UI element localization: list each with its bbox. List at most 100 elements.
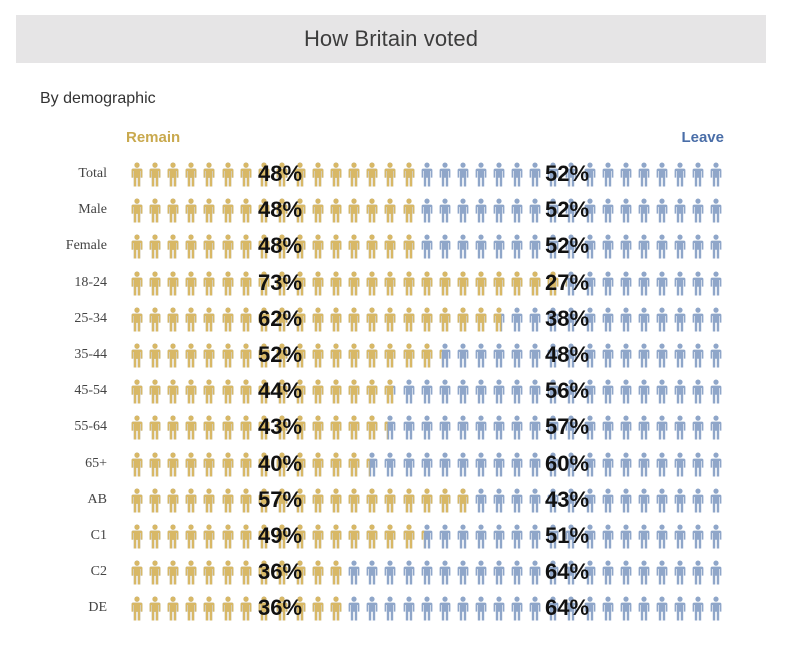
person-icon-leave (529, 452, 541, 477)
person-icon-leave (439, 343, 451, 368)
person-icon-remain (276, 343, 288, 368)
person-icon-remain (348, 379, 360, 404)
person-icon-leave (710, 198, 722, 223)
person-icon-leave (674, 271, 686, 296)
person-icon-leave (565, 379, 577, 404)
person-icon-remain (149, 271, 161, 296)
person-icon-remain (312, 234, 324, 259)
leave-value-label: 64% (545, 595, 590, 621)
person-icon-leave (439, 560, 451, 585)
person-icon-remain (167, 488, 179, 513)
person-icon-leave (638, 162, 650, 187)
person-icon-remain (348, 198, 360, 223)
person-icon-leave (656, 560, 668, 585)
person-icon-remain (203, 596, 215, 621)
person-icon-leave (656, 524, 668, 549)
person-icon-remain (131, 162, 143, 187)
person-icon-leave (421, 415, 432, 440)
leave-value-label: 52% (545, 161, 590, 186)
person-icon-remain (276, 271, 288, 296)
person-icon-remain (330, 234, 342, 259)
person-icon-leave (475, 415, 487, 440)
person-icon-remain (203, 379, 215, 404)
person-icon-remain (149, 488, 161, 513)
person-icon-leave (493, 415, 505, 440)
person-icon-remain (330, 343, 342, 368)
person-icon-remain (240, 488, 251, 513)
person-icon-leave (710, 307, 722, 332)
person-icon-leave (421, 162, 432, 187)
person-icon-leave (384, 415, 396, 440)
person-icon-remain (222, 415, 233, 440)
person-icon-leave (674, 596, 686, 621)
remain-value-label: 36% (258, 559, 303, 585)
person-icon-remain (167, 524, 179, 549)
person-icon-remain (384, 488, 396, 513)
person-icon-remain (131, 343, 143, 368)
person-icon-leave (638, 271, 650, 296)
person-icon-leave (584, 162, 595, 187)
person-icon-leave (620, 452, 632, 477)
person-icon-leave (638, 415, 650, 440)
person-icon-leave (529, 307, 541, 332)
person-icon-leave (620, 343, 632, 368)
person-icon-remain (384, 524, 396, 549)
person-icon-remain (276, 162, 288, 187)
category-label: 55-64 (74, 419, 107, 435)
person-icon-remain (185, 198, 197, 223)
person-icon-remain (240, 560, 251, 585)
person-icon-leave (620, 198, 632, 223)
person-icon-leave (457, 343, 469, 368)
category-label: C2 (90, 564, 107, 580)
icon-strip (131, 379, 731, 405)
person-icon-leave (403, 379, 414, 404)
person-icon-leave (674, 452, 686, 477)
person-icon-leave (529, 234, 541, 259)
person-icon-leave (710, 343, 722, 368)
person-icon-remain (348, 271, 360, 296)
person-icon-remain (258, 234, 270, 259)
person-icon-remain (366, 488, 378, 513)
person-icon-leave (511, 379, 523, 404)
person-icon-leave (674, 343, 686, 368)
person-icon-leave (565, 343, 577, 368)
person-icon-leave (710, 524, 722, 549)
person-icon-remain (149, 379, 161, 404)
person-icon-leave (348, 560, 360, 585)
person-icon-remain (240, 343, 251, 368)
person-icon-remain (294, 452, 306, 477)
person-icon-remain (330, 452, 342, 477)
person-icon-remain (348, 488, 360, 513)
leave-value-label: 27% (545, 269, 590, 295)
person-icon-remain (312, 452, 324, 477)
person-icon-leave (439, 452, 451, 477)
person-icon-remain (276, 560, 288, 585)
person-icon-leave (475, 379, 487, 404)
person-icon-remain (258, 162, 270, 187)
person-icon-remain (366, 343, 378, 368)
person-icon-remain (475, 307, 487, 332)
person-icon-leave (620, 162, 632, 187)
person-icon-remain (312, 307, 324, 332)
person-icon-leave (457, 162, 469, 187)
person-icon-leave (674, 415, 686, 440)
person-icon-remain (294, 524, 306, 549)
category-label: Female (65, 238, 107, 254)
icon-strip (131, 307, 731, 333)
person-icon-leave (692, 343, 704, 368)
person-icon-remain (421, 343, 432, 368)
person-icon-remain (294, 415, 306, 440)
person-icon-remain (312, 162, 324, 187)
person-icon-remain (131, 271, 143, 296)
person-icon-remain (403, 343, 414, 368)
person-icon-remain (203, 307, 215, 332)
person-icon-leave (710, 560, 722, 585)
person-icon-leave (529, 379, 541, 404)
person-icon-leave (475, 234, 487, 259)
person-icon-remain (167, 452, 179, 477)
person-icon-leave (638, 234, 650, 259)
person-icon-leave (493, 234, 505, 259)
person-icon-remain (312, 343, 324, 368)
person-icon-remain (294, 560, 306, 585)
person-icon-leave (511, 198, 523, 223)
